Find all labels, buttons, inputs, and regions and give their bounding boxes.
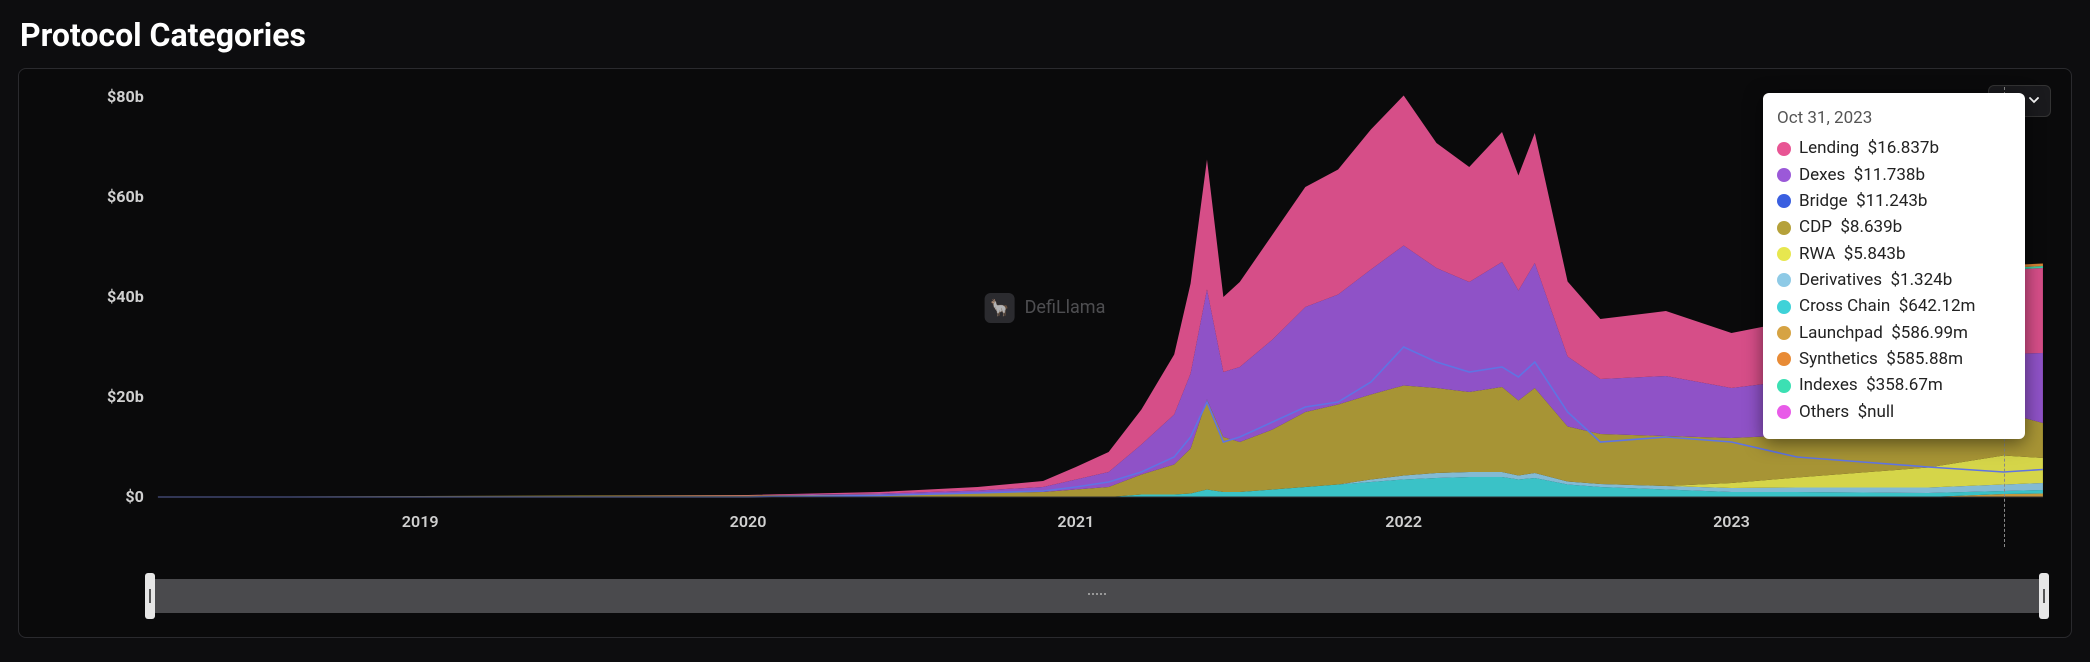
time-range-slider[interactable]	[149, 579, 2045, 613]
tooltip-series-label: Synthetics $585.88m	[1799, 346, 1963, 372]
slider-handle-left[interactable]	[145, 573, 155, 619]
legend-dot-icon	[1777, 194, 1791, 208]
x-tick-label: 2023	[1713, 512, 1750, 531]
y-tick-label: $40b	[107, 287, 144, 306]
y-tick-label: $80b	[107, 87, 144, 106]
legend-dot-icon	[1777, 142, 1791, 156]
y-tick-label: $60b	[107, 187, 144, 206]
legend-dot-icon	[1777, 247, 1791, 261]
x-tick-label: 2022	[1385, 512, 1422, 531]
tooltip-row: Launchpad $586.99m	[1777, 320, 2007, 346]
tooltip-series-label: Launchpad $586.99m	[1799, 320, 1968, 346]
tooltip-series-label: Dexes $11.738b	[1799, 162, 1925, 188]
y-tick-label: $20b	[107, 387, 144, 406]
tooltip-series-label: CDP $8.639b	[1799, 214, 1902, 240]
x-tick-label: 2021	[1057, 512, 1094, 531]
legend-dot-icon	[1777, 379, 1791, 393]
tooltip-row: Others $null	[1777, 399, 2007, 425]
slider-handle-right[interactable]	[2039, 573, 2049, 619]
tooltip-series-label: Bridge $11.243b	[1799, 188, 1927, 214]
y-tick-label: $0	[125, 487, 143, 506]
legend-dot-icon	[1777, 221, 1791, 235]
chart-panel: ies $0$20b$40b$60b$80b201920202021202220…	[18, 68, 2072, 638]
legend-dot-icon	[1777, 273, 1791, 287]
legend-dot-icon	[1777, 168, 1791, 182]
page-title: Protocol Categories	[20, 16, 2072, 54]
tooltip-series-label: Derivatives $1.324b	[1799, 267, 1952, 293]
tooltip-series-label: Cross Chain $642.12m	[1799, 293, 1975, 319]
tooltip-date: Oct 31, 2023	[1777, 105, 2007, 131]
legend-dot-icon	[1777, 405, 1791, 419]
tooltip-row: RWA $5.843b	[1777, 241, 2007, 267]
tooltip-row: Cross Chain $642.12m	[1777, 293, 2007, 319]
tooltip-row: Synthetics $585.88m	[1777, 346, 2007, 372]
slider-grip-icon	[1083, 593, 1111, 599]
legend-dot-icon	[1777, 352, 1791, 366]
stacked-area-chart[interactable]: $0 $20b $40b $60b $80b 2019 2020 2021 2022 2023	[37, 87, 2053, 547]
legend-dot-icon	[1777, 300, 1791, 314]
chart-area[interactable]: $0$20b$40b$60b$80b20192020202120222023 🦙…	[37, 87, 2053, 547]
tooltip-series-label: Lending $16.837b	[1799, 135, 1939, 161]
tooltip-series-label: RWA $5.843b	[1799, 241, 1906, 267]
tooltip: Oct 31, 2023 Lending $16.837bDexes $11.7…	[1763, 93, 2025, 439]
tooltip-row: Bridge $11.243b	[1777, 188, 2007, 214]
tooltip-row: Lending $16.837b	[1777, 135, 2007, 161]
tooltip-row: Dexes $11.738b	[1777, 162, 2007, 188]
legend-dot-icon	[1777, 326, 1791, 340]
tooltip-row: Indexes $358.67m	[1777, 372, 2007, 398]
tooltip-series-label: Others $null	[1799, 399, 1894, 425]
chevron-down-icon	[2028, 92, 2040, 110]
x-tick-label: 2019	[402, 512, 439, 531]
tooltip-series-label: Indexes $358.67m	[1799, 372, 1943, 398]
tooltip-row: Derivatives $1.324b	[1777, 267, 2007, 293]
tooltip-row: CDP $8.639b	[1777, 214, 2007, 240]
x-tick-label: 2020	[730, 512, 767, 531]
